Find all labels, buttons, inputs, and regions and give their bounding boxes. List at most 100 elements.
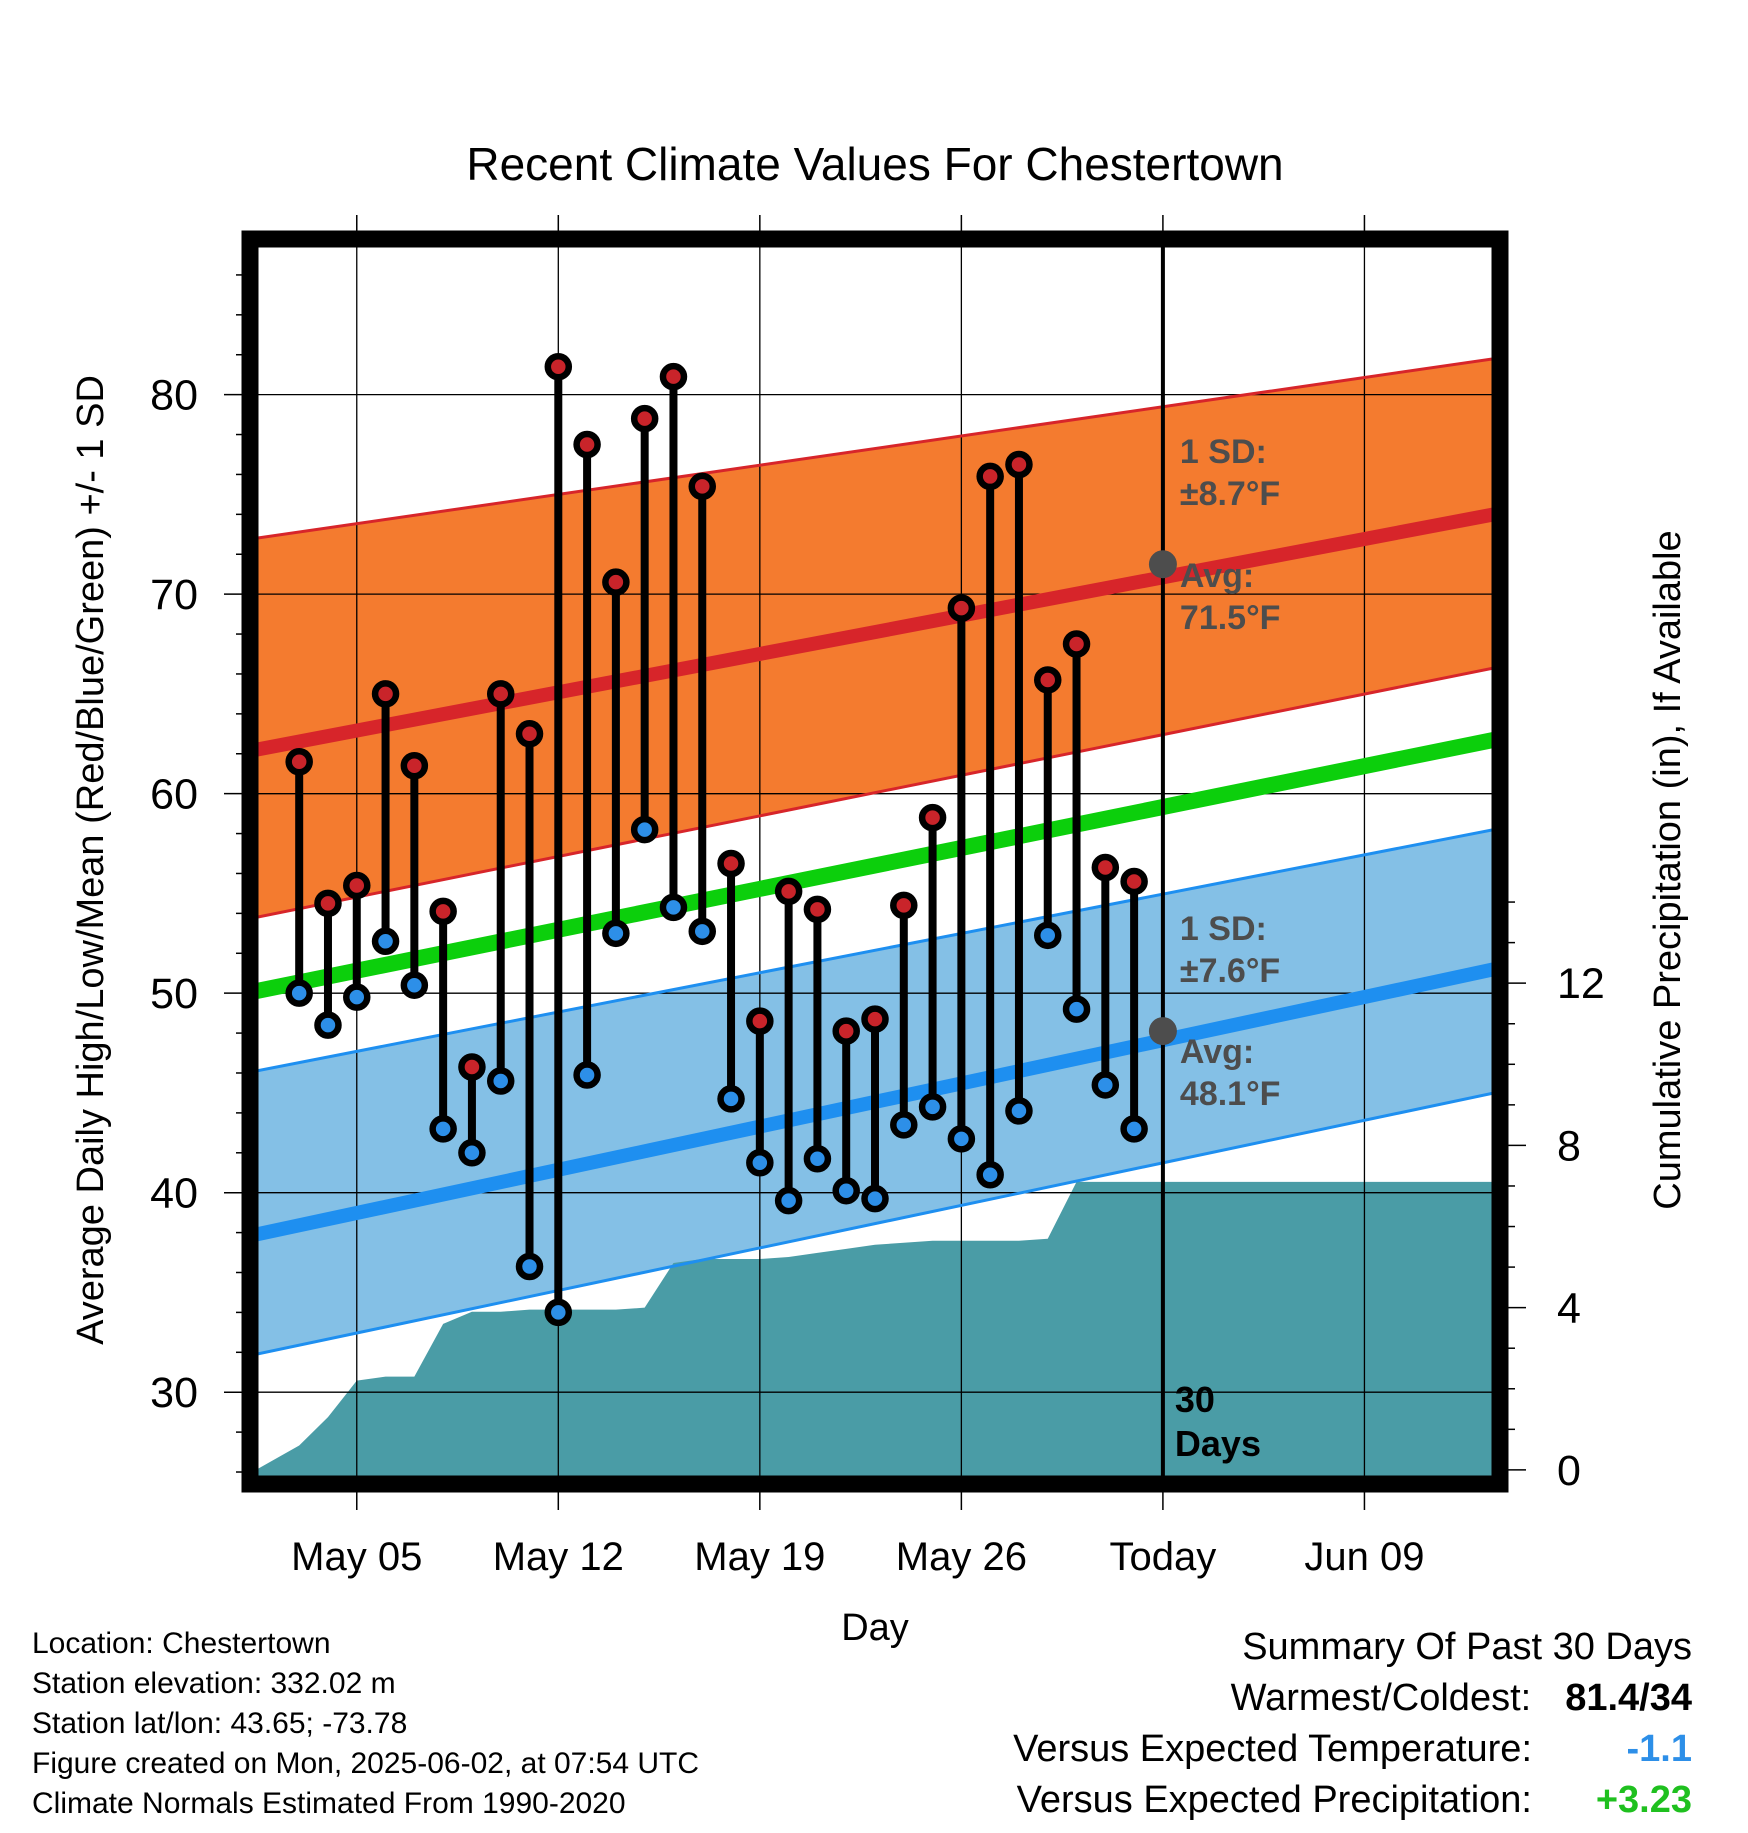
y2-tick-label: 0 — [1557, 1447, 1581, 1495]
station-elevation: Station elevation: 332.02 m — [32, 1667, 396, 1700]
low-point — [343, 983, 371, 1011]
station-location: Location: Chestertown — [32, 1627, 331, 1660]
low-point — [630, 815, 659, 844]
station-info: Location: Chestertown Station elevation:… — [32, 1624, 699, 1824]
y-tick-label: 80 — [150, 372, 198, 420]
high-point — [659, 362, 688, 391]
y-tick-label: 50 — [150, 970, 198, 1018]
high-point — [573, 430, 601, 459]
high-sd-annotation-label: 1 SD: — [1180, 433, 1267, 471]
low-point — [1005, 1097, 1033, 1125]
summary-precip-row: Versus Expected Precipitation: +3.23 — [1013, 1775, 1692, 1826]
summary-panel: Summary Of Past 30 Days Warmest/Coldest:… — [1013, 1622, 1692, 1826]
high-point — [400, 751, 429, 780]
low-point — [1120, 1115, 1148, 1143]
station-latlon: Station lat/lon: 43.65; -73.78 — [32, 1707, 408, 1740]
days-label-count: 30 — [1175, 1379, 1215, 1420]
high-point — [803, 895, 832, 924]
low-point — [371, 927, 400, 956]
high-point — [918, 803, 947, 832]
low-point — [458, 1139, 486, 1167]
days-label-unit: Days — [1175, 1423, 1261, 1464]
high-point — [602, 568, 630, 596]
high-avg-annotation-value: 71.5°F — [1180, 599, 1281, 637]
low-point — [890, 1111, 918, 1139]
plot-border — [241, 230, 1509, 1493]
low-point — [1062, 995, 1091, 1023]
precipitation-area — [256, 1181, 1494, 1478]
low-point — [976, 1160, 1004, 1189]
low-point — [486, 1067, 515, 1095]
y-tick-label: 40 — [150, 1170, 198, 1218]
low-point — [717, 1085, 745, 1113]
low-sd-annotation-value: ±7.6°F — [1180, 952, 1280, 990]
high-point — [890, 891, 918, 920]
high-point — [1005, 450, 1033, 479]
y-tick-label: 70 — [150, 571, 198, 619]
low-point — [774, 1186, 803, 1215]
low-point — [832, 1176, 860, 1205]
high-point — [314, 889, 342, 918]
high-point — [429, 897, 457, 926]
high-point — [630, 404, 659, 433]
x-axis-label: Day — [841, 1607, 909, 1649]
daily-observations: 1 SD: ±8.7°F Avg: 71.5°F 1 SD: ±7.6°F Avg: 48.1… — [285, 352, 1281, 1464]
summary-temp-label: Versus Expected Temperature: — [1013, 1728, 1532, 1770]
high-avg-annotation: Avg: 71.5°F — [1180, 557, 1281, 637]
low-point — [918, 1093, 947, 1121]
low-avg-annotation-value: 48.1°F — [1180, 1075, 1281, 1113]
low-point — [285, 979, 313, 1007]
high-point — [832, 1017, 860, 1045]
axes: 30 40 50 60 70 80 0 4 8 12 May 05 May 12 May 19 May 2… — [150, 215, 1605, 1579]
y-tick-label: 60 — [150, 771, 198, 819]
high-point — [746, 1007, 774, 1035]
x-tick-label: May 19 — [694, 1535, 825, 1579]
y-tick-label: 30 — [150, 1369, 198, 1417]
low-point — [1091, 1071, 1120, 1099]
low-avg-marker — [1148, 1017, 1177, 1046]
chart-title: Recent Climate Values For Chestertown — [466, 138, 1283, 190]
low-point — [573, 1061, 601, 1089]
x-tick-label: May 26 — [896, 1535, 1027, 1579]
low-sd-annotation-label: 1 SD: — [1180, 910, 1267, 948]
low-point — [688, 917, 717, 946]
high-point — [371, 680, 400, 708]
summary-warmest-row: Warmest/Coldest: 81.4/34 — [1013, 1673, 1692, 1724]
normals-period: Climate Normals Estimated From 1990-2020 — [32, 1787, 626, 1820]
low-point — [1033, 921, 1062, 950]
low-point — [861, 1184, 889, 1213]
low-point — [659, 893, 688, 922]
figure-created: Figure created on Mon, 2025-06-02, at 07… — [32, 1747, 700, 1780]
y-axis-label-right: Cumulative Precipitation (in), If Availa… — [1647, 530, 1689, 1209]
high-avg-marker — [1148, 550, 1177, 579]
high-point — [1120, 867, 1148, 896]
low-point — [544, 1298, 573, 1327]
high-point — [486, 680, 515, 708]
low-point — [314, 1011, 342, 1039]
summary-temp-row: Versus Expected Temperature: -1.1 — [1013, 1724, 1692, 1775]
x-tick-label: Jun 09 — [1304, 1535, 1424, 1579]
high-sd-annotation: 1 SD: ±8.7°F — [1180, 433, 1280, 513]
high-avg-annotation-label: Avg: — [1180, 557, 1254, 595]
low-avg-annotation-label: Avg: — [1180, 1033, 1254, 1071]
high-point — [1033, 666, 1062, 694]
high-sd-upper-line — [256, 357, 1494, 540]
low-point — [429, 1115, 457, 1143]
high-point — [544, 352, 573, 381]
low-avg-annotation: Avg: 48.1°F — [1180, 1033, 1281, 1113]
summary-title: Summary Of Past 30 Days — [1242, 1626, 1692, 1668]
high-point — [688, 472, 717, 501]
x-tick-label: Today — [1110, 1535, 1217, 1579]
high-point — [717, 849, 745, 878]
low-point — [803, 1145, 832, 1173]
summary-warmest-label: Warmest/Coldest: — [1230, 1677, 1532, 1719]
high-point — [515, 720, 544, 748]
high-point — [774, 877, 803, 906]
high-average-line — [256, 507, 1494, 757]
x-tick-label: May 05 — [291, 1535, 422, 1579]
high-point — [458, 1053, 486, 1081]
summary-precip-label: Versus Expected Precipitation: — [1016, 1779, 1532, 1821]
low-sd-lower-line — [256, 1091, 1494, 1356]
